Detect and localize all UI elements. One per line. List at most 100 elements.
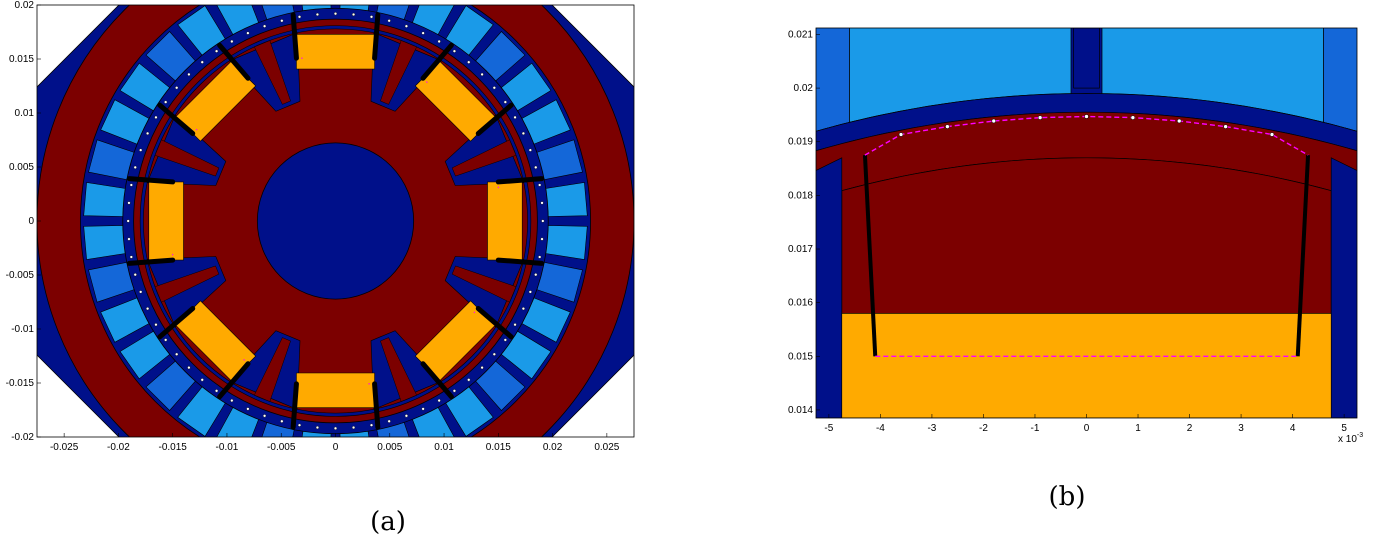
y-tick-label: 0.005 xyxy=(9,162,34,173)
airgap-point xyxy=(164,338,168,342)
magnet-segment xyxy=(301,430,332,437)
airgap-point xyxy=(538,255,542,259)
airgap-point xyxy=(534,273,538,277)
slot-right xyxy=(1330,157,1357,418)
airgap-point xyxy=(387,19,391,23)
coil-lead xyxy=(290,381,299,430)
airgap-point xyxy=(521,131,525,135)
y-tick-label: 0.015 xyxy=(9,54,34,65)
x-tick-label: 0 xyxy=(1084,423,1090,434)
y-tick-label: 0.014 xyxy=(788,405,813,416)
y-tick-label: 0.016 xyxy=(788,298,813,309)
airgap-point xyxy=(246,407,250,411)
airgap-point xyxy=(127,201,131,205)
caption-a: (a) xyxy=(370,507,406,537)
airgap-point xyxy=(528,148,532,152)
airgap-point xyxy=(1223,124,1228,129)
airgap-point xyxy=(230,39,234,44)
airgap-point xyxy=(1130,115,1136,120)
slot-divider xyxy=(253,337,291,402)
airgap-point xyxy=(452,49,457,53)
y-tick-label: 0.01 xyxy=(15,108,35,119)
airgap-point xyxy=(404,24,409,28)
coil-boundary-dash xyxy=(425,81,428,83)
airgap-point xyxy=(200,60,204,64)
airgap-point xyxy=(333,426,338,430)
x-multiplier-label: x 10-3 xyxy=(1338,432,1363,445)
y-tick-label: 0.015 xyxy=(788,351,813,362)
slot-divider xyxy=(253,40,291,105)
y-tick-label: -0.015 xyxy=(6,378,35,389)
airgap-point xyxy=(540,201,544,205)
airgap-point xyxy=(503,100,507,104)
x-tick-label: -0.02 xyxy=(107,442,130,453)
magnet-segment xyxy=(1323,28,1357,132)
airgap-point xyxy=(492,86,496,90)
x-tick-label: -0.015 xyxy=(159,442,188,453)
airgap-point xyxy=(541,219,545,223)
airgap-point xyxy=(146,131,150,135)
airgap-point xyxy=(369,423,374,427)
coil-lead xyxy=(157,102,196,137)
slot-divider xyxy=(154,139,220,177)
slot-left xyxy=(816,157,843,418)
airgap-point xyxy=(126,219,130,223)
airgap-point xyxy=(513,323,517,327)
coil-lead xyxy=(475,102,514,137)
magnet-segment xyxy=(83,225,126,260)
airgap-point xyxy=(351,12,356,17)
coil xyxy=(296,33,375,70)
zoomed-slot-view xyxy=(816,28,1357,418)
x-tick-label: -2 xyxy=(979,423,988,434)
y-tick-label: 0 xyxy=(28,216,34,227)
coil-lead xyxy=(495,257,545,266)
airgap-point xyxy=(175,352,179,356)
coil-lead xyxy=(420,42,454,81)
airgap-point xyxy=(280,419,284,423)
x-tick-label: 5 xyxy=(1341,423,1347,434)
airgap-point xyxy=(467,60,471,64)
coil-lead-left xyxy=(862,155,878,357)
airgap-point xyxy=(297,423,302,427)
coil-lead xyxy=(217,42,251,81)
coil xyxy=(487,181,523,261)
coil-lead xyxy=(126,257,176,266)
coil-lead xyxy=(475,305,514,340)
airgap-point xyxy=(129,255,133,259)
coil-lead xyxy=(495,176,545,185)
magnet-gap xyxy=(1073,28,1100,89)
coil xyxy=(296,372,375,409)
x-tick-label: 0.015 xyxy=(486,442,511,453)
airgap-point xyxy=(421,407,425,411)
coil-boundary-dash xyxy=(195,128,198,131)
coil-lead-right xyxy=(1295,155,1311,357)
airgap-point xyxy=(127,237,131,241)
airgap-point xyxy=(480,72,484,77)
airgap-point xyxy=(139,290,143,294)
airgap-point xyxy=(898,132,904,137)
x-tick-label: 3 xyxy=(1238,423,1244,434)
airgap-point xyxy=(503,338,507,342)
x-tick-label: 4 xyxy=(1290,423,1296,434)
y-tick-label: 0.02 xyxy=(15,0,35,11)
rotor xyxy=(256,142,415,300)
slot-divider xyxy=(451,265,517,303)
airgap-point xyxy=(540,237,544,241)
airgap-point xyxy=(369,15,374,19)
x-tick-label: 2 xyxy=(1187,423,1193,434)
airgap-point xyxy=(1176,118,1182,124)
airgap-point xyxy=(333,12,338,16)
coil-boundary-dash xyxy=(243,359,246,361)
airgap-point xyxy=(492,352,496,356)
airgap-point xyxy=(129,183,133,187)
airgap-point xyxy=(146,307,150,311)
slot-divider xyxy=(154,265,220,303)
airgap-point xyxy=(452,389,457,393)
airgap-point xyxy=(1037,115,1043,120)
airgap-point xyxy=(139,148,143,152)
stator-core xyxy=(841,157,1332,314)
coil-boundary-dash xyxy=(473,311,476,314)
airgap-point xyxy=(1084,114,1089,119)
magnet-segment xyxy=(816,28,850,132)
